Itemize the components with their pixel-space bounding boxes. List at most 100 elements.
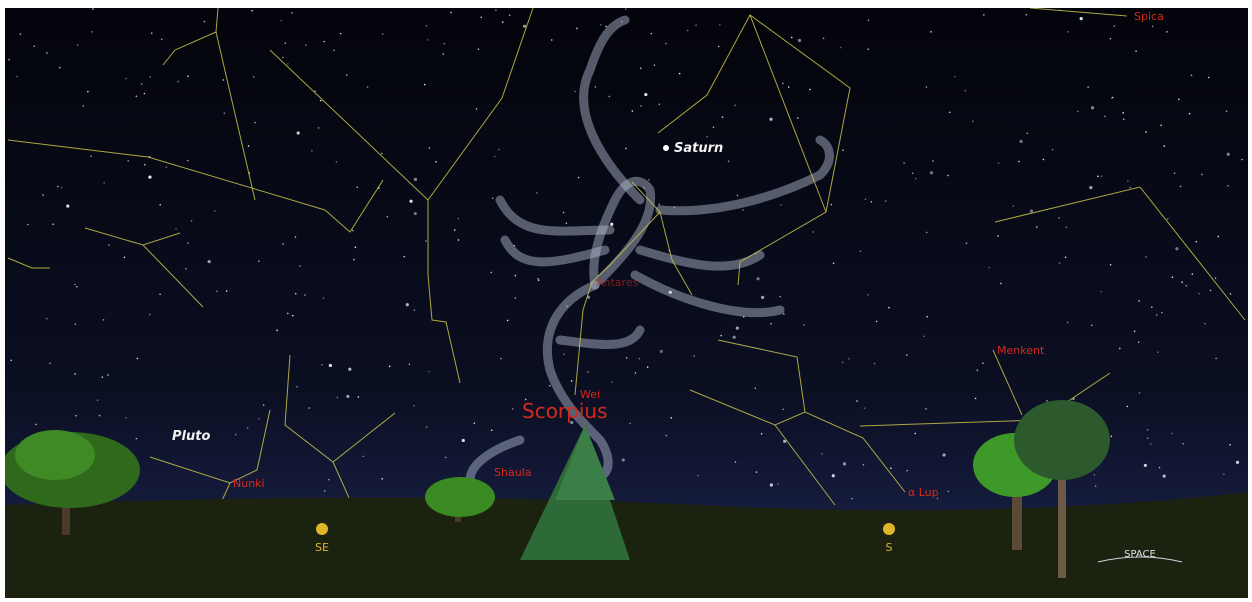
star (563, 212, 565, 214)
star (1110, 38, 1112, 40)
star (141, 83, 143, 85)
star (474, 422, 476, 424)
star (337, 397, 339, 399)
star (644, 93, 647, 96)
star (926, 232, 928, 234)
star (8, 59, 10, 61)
star (254, 122, 256, 124)
star-label: Spica (1134, 10, 1164, 23)
star (435, 161, 437, 163)
star (414, 212, 417, 215)
star (1147, 437, 1149, 439)
star (1174, 172, 1176, 174)
star (10, 360, 12, 362)
star (258, 260, 260, 262)
star (1091, 325, 1093, 327)
star (495, 9, 497, 11)
star (426, 426, 428, 428)
star (587, 371, 589, 373)
star (346, 74, 348, 76)
star (1215, 358, 1217, 360)
star (124, 257, 126, 259)
star (103, 182, 105, 184)
star (1058, 217, 1060, 219)
star (97, 399, 99, 401)
star (1036, 226, 1038, 228)
star (159, 204, 161, 206)
star (1087, 86, 1089, 88)
planet-label: Pluto (172, 429, 210, 444)
star (988, 267, 990, 269)
star (1080, 17, 1083, 20)
star (864, 407, 866, 409)
star (144, 93, 146, 95)
star (976, 369, 978, 371)
star (665, 43, 667, 45)
star (91, 31, 93, 33)
star (299, 265, 301, 267)
star (223, 79, 225, 81)
star (1134, 331, 1136, 333)
star (235, 434, 237, 436)
button-label[interactable]: SPACE (1124, 549, 1156, 560)
star (1227, 185, 1229, 187)
star (454, 229, 456, 231)
star (324, 490, 326, 492)
star (296, 386, 298, 388)
compass-icon (316, 523, 328, 535)
tree-crown (1014, 400, 1110, 480)
star (311, 150, 313, 152)
star (670, 417, 672, 419)
star (76, 286, 78, 288)
star (840, 47, 842, 49)
star (107, 374, 109, 376)
star (1150, 443, 1152, 445)
star (871, 201, 873, 203)
star (635, 372, 637, 374)
star (276, 330, 278, 332)
star (458, 239, 460, 241)
star (622, 458, 625, 461)
star (537, 278, 539, 280)
star (780, 204, 782, 206)
star (769, 118, 772, 121)
star (27, 224, 29, 226)
page: Saturn Pluto Spica Antares Wei Menkent S… (0, 0, 1252, 602)
star (605, 26, 607, 28)
star (876, 321, 878, 323)
star (735, 461, 737, 463)
star (821, 453, 823, 455)
star (512, 408, 514, 410)
star (295, 236, 297, 238)
star (867, 294, 869, 296)
star (1026, 14, 1028, 16)
star (885, 200, 887, 202)
star (187, 242, 189, 244)
star (1052, 149, 1054, 151)
star (413, 405, 415, 407)
star (523, 25, 526, 28)
star (1175, 247, 1178, 250)
compass-label: S (886, 541, 893, 554)
star (166, 166, 168, 168)
star (1241, 159, 1243, 161)
star (777, 483, 779, 485)
star (1196, 241, 1198, 243)
star (734, 105, 736, 107)
star (948, 491, 950, 493)
star (1111, 436, 1113, 438)
star (251, 10, 253, 12)
star (1018, 161, 1020, 163)
star (149, 76, 151, 78)
star (722, 116, 724, 118)
star (381, 478, 383, 480)
frame (0, 0, 1252, 8)
star (82, 105, 84, 107)
star (355, 247, 357, 249)
star (457, 218, 459, 220)
star (647, 366, 649, 368)
star (903, 162, 905, 164)
star (247, 427, 249, 429)
star (1144, 464, 1147, 467)
star (930, 171, 933, 174)
